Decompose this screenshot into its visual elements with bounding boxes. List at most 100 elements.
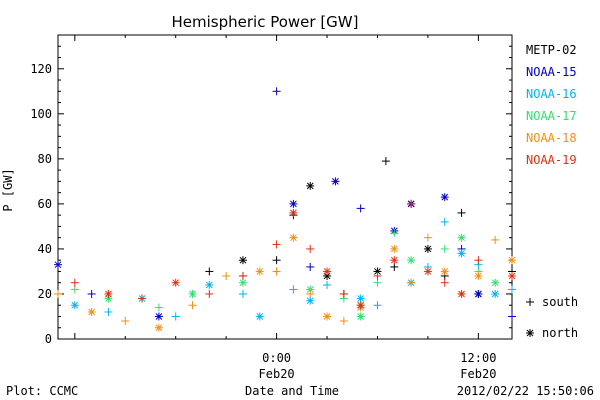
data-point xyxy=(238,278,247,287)
x-tick-label-date: Feb20 xyxy=(460,367,496,381)
data-point xyxy=(457,208,466,217)
data-point xyxy=(154,312,163,321)
data-point xyxy=(238,256,247,265)
legend-entry: NOAA-19 xyxy=(526,153,577,167)
x-axis-label: Date and Time xyxy=(245,384,339,398)
data-point xyxy=(390,262,399,271)
data-point xyxy=(339,316,348,325)
data-point xyxy=(440,278,449,287)
data-point xyxy=(474,256,483,265)
data-point xyxy=(407,278,416,287)
data-point xyxy=(323,312,332,321)
data-point xyxy=(154,303,163,312)
chart-title: Hemispheric Power [GW] xyxy=(172,13,359,31)
y-tick-label: 40 xyxy=(38,242,52,256)
data-point xyxy=(331,177,340,186)
data-point xyxy=(356,294,365,303)
y-axis: 0 20 40 60 80 100 120 xyxy=(30,34,512,346)
data-point xyxy=(255,267,264,276)
data-point xyxy=(423,244,432,253)
data-point xyxy=(373,301,382,310)
plot-timestamp: 2012/02/22 15:50:06 xyxy=(457,384,594,398)
data-point xyxy=(356,312,365,321)
data-point xyxy=(272,256,281,265)
data-point xyxy=(87,307,96,316)
data-point xyxy=(70,301,79,310)
data-point xyxy=(373,271,382,280)
data-point xyxy=(272,267,281,276)
data-point xyxy=(508,285,516,294)
data-point xyxy=(121,316,130,325)
data-point xyxy=(289,285,298,294)
data-point xyxy=(188,301,197,310)
data-point xyxy=(390,244,399,253)
data-point xyxy=(306,262,315,271)
data-point xyxy=(390,229,399,238)
data-point xyxy=(171,278,180,287)
data-point xyxy=(138,294,147,303)
y-tick-label: 100 xyxy=(30,107,52,121)
data-point xyxy=(205,289,214,298)
data-point xyxy=(188,289,197,298)
data-point xyxy=(306,181,315,190)
y-tick-label: 80 xyxy=(38,152,52,166)
data-point xyxy=(238,271,247,280)
y-tick-label: 120 xyxy=(30,62,52,76)
y-tick-label: 20 xyxy=(38,287,52,301)
x-axis: 0:00Feb2012:00Feb200:00Feb2112:00Feb210:… xyxy=(74,35,496,381)
data-point xyxy=(407,256,416,265)
data-point xyxy=(423,267,432,276)
data-point xyxy=(255,312,264,321)
data-point xyxy=(381,157,390,166)
data-point xyxy=(440,244,449,253)
data-point xyxy=(508,256,516,265)
x-tick-label-time: 12:00 xyxy=(460,351,496,365)
data-point xyxy=(222,271,231,280)
data-point xyxy=(238,289,247,298)
data-point xyxy=(440,217,449,226)
data-point xyxy=(440,267,449,276)
data-point xyxy=(306,289,315,298)
data-point xyxy=(323,280,332,289)
data-point xyxy=(491,278,500,287)
marker-legend-symbol xyxy=(526,298,534,306)
data-point xyxy=(423,233,432,242)
data-point xyxy=(373,267,382,276)
data-point xyxy=(339,289,348,298)
plot-source-label: Plot: CCMC xyxy=(6,384,78,398)
data-point xyxy=(390,256,399,265)
data-point xyxy=(508,271,516,280)
marker-legend: south north xyxy=(526,295,578,340)
data-point xyxy=(104,289,113,298)
marker-legend-symbol xyxy=(526,329,534,337)
data-point xyxy=(356,204,365,213)
legend-entry: NOAA-15 xyxy=(526,65,577,79)
data-point xyxy=(289,208,298,217)
data-point xyxy=(205,280,214,289)
data-point xyxy=(54,260,62,269)
data-point xyxy=(70,278,79,287)
data-point xyxy=(272,87,281,96)
y-tick-label: 60 xyxy=(38,197,52,211)
y-tick-label: 0 xyxy=(45,332,52,346)
data-point xyxy=(87,289,96,298)
data-point xyxy=(104,307,113,316)
data-point xyxy=(457,289,466,298)
data-point xyxy=(356,301,365,310)
marker-legend-label: north xyxy=(542,326,578,340)
data-point xyxy=(54,289,62,298)
data-point xyxy=(289,233,298,242)
data-point xyxy=(457,249,466,258)
data-point xyxy=(289,199,298,208)
legend-entry: NOAA-16 xyxy=(526,87,577,101)
data-point xyxy=(440,193,449,202)
data-points xyxy=(54,87,516,332)
data-point xyxy=(306,296,315,305)
data-point xyxy=(373,278,382,287)
x-tick-label-time: 0:00 xyxy=(262,351,291,365)
data-point xyxy=(491,235,500,244)
legend: METP-02 NOAA-15 NOAA-16 NOAA-17 NOAA-18 NOAA-… xyxy=(526,43,577,167)
marker-legend-label: south xyxy=(542,295,578,309)
legend-entry: NOAA-17 xyxy=(526,109,577,123)
